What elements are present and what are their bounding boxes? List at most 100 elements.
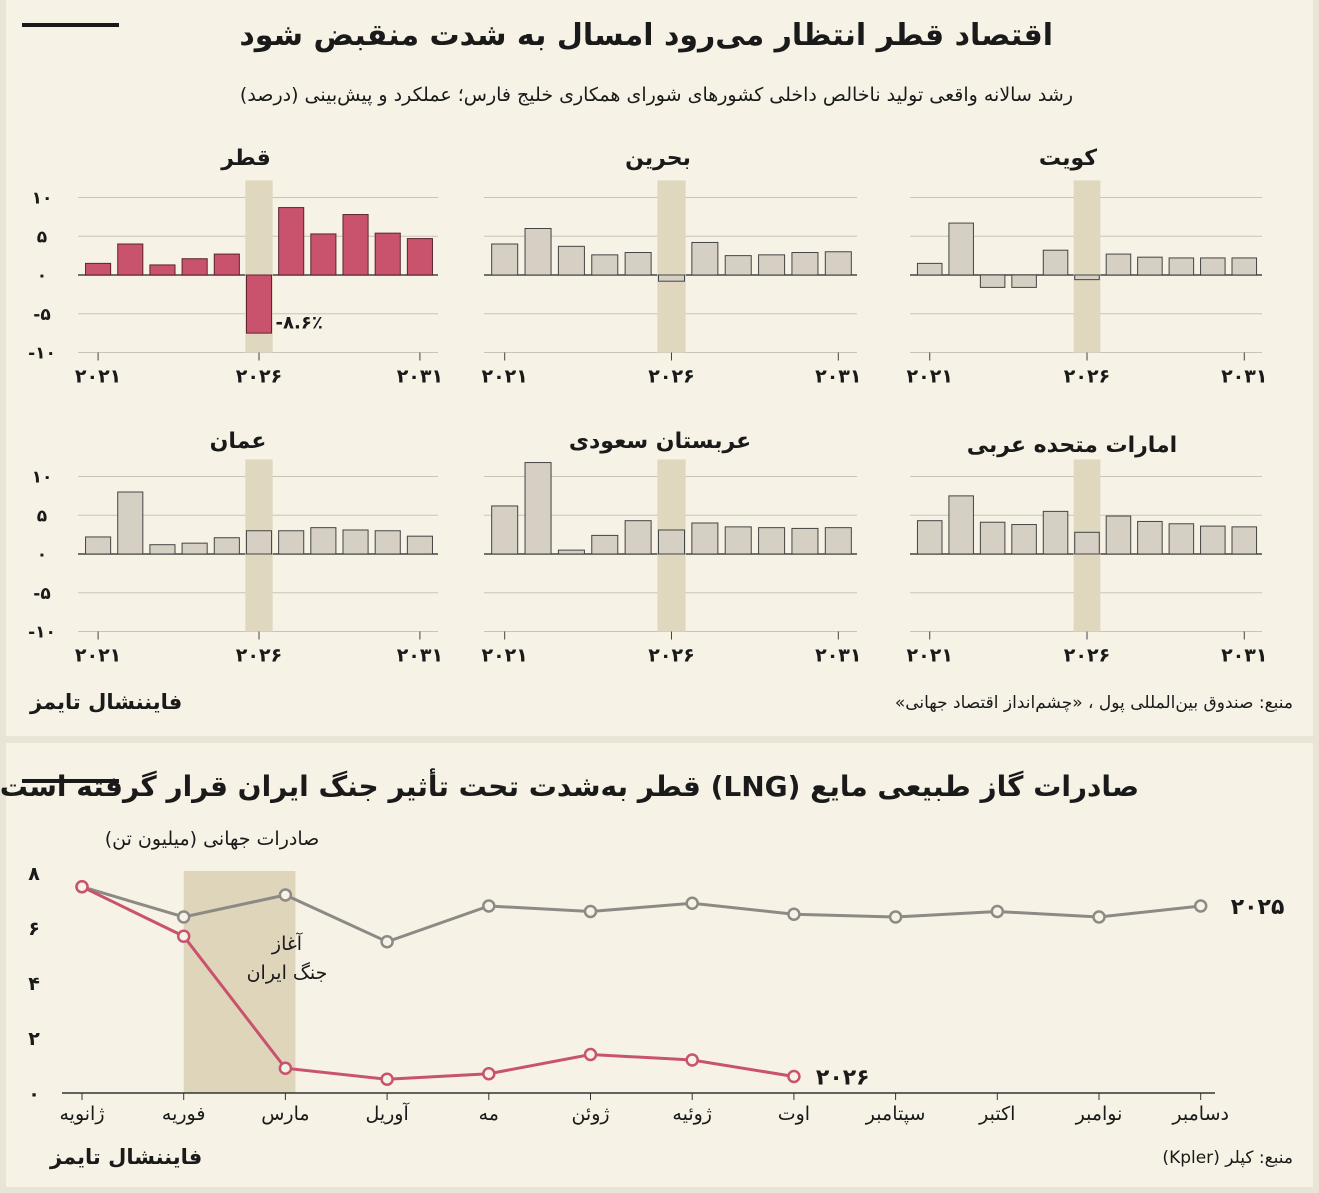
y-tick-label: ۴ (28, 973, 40, 995)
bar (1137, 256, 1163, 276)
y-tick-label: ۰ (37, 545, 47, 565)
series-point (1193, 899, 1208, 913)
bar (1011, 524, 1037, 555)
bar (1231, 526, 1258, 555)
series-label: ۲۰۲۶ (816, 1066, 870, 1091)
bar-chart-6: ۲۰۲۱ ۲۰۲۶ ۲۰۳۱ امارات متحده عربی (907, 433, 1268, 667)
bar (491, 243, 519, 276)
bar (85, 262, 112, 276)
y-tick-label: ۲ (28, 1028, 40, 1050)
lng-title-rule (22, 779, 119, 783)
bar (85, 536, 112, 555)
bar (948, 222, 974, 276)
bar (557, 549, 585, 555)
panel-title: بحرین (625, 146, 691, 171)
bar (310, 233, 337, 276)
bar-chart-1: ۲۰۲۱ ۲۰۲۶ ۲۰۳۱ ۱۰ ۵ ۰ -۵ -۱۰ قطر -۸.۶٪ (28, 146, 443, 388)
bar (278, 530, 305, 555)
bar (213, 537, 240, 555)
bar (591, 534, 619, 555)
series-point (380, 1072, 394, 1086)
panel-title: عمان (210, 429, 267, 454)
bar (374, 530, 401, 555)
bar (948, 495, 974, 555)
bar-chart-2: ۲۰۲۱ ۲۰۲۶ ۲۰۳۱ بحرین (481, 146, 861, 388)
y-tick-label: ۱۰ (32, 468, 53, 488)
bar (979, 521, 1006, 555)
x-tick-label: ۲۰۳۱ (1221, 366, 1267, 388)
x-tick-label: ۲۰۳۱ (815, 645, 861, 667)
bar (1200, 525, 1226, 555)
bar-chart-5: ۲۰۲۱ ۲۰۲۶ ۲۰۳۱ عربستان سعودی (481, 429, 861, 667)
bar (791, 527, 819, 555)
bar (181, 542, 208, 555)
bar (657, 529, 686, 555)
bar (342, 214, 369, 276)
bar (557, 245, 585, 276)
x-tick-label: نوامبر (1075, 1103, 1123, 1125)
bar (245, 530, 273, 555)
lng-chart-title: صادرات گاز طبیعی مایع (LNG) قطر به‌شدت ت… (0, 770, 1139, 803)
y-tick-label: -۱۰ (28, 623, 56, 643)
bar (1231, 257, 1258, 276)
bar-chart-3: ۲۰۲۱ ۲۰۲۶ ۲۰۳۱ کویت (907, 146, 1268, 388)
series-point (685, 1053, 699, 1067)
bar (758, 527, 786, 555)
war-annotation: جنگ ایران (247, 962, 328, 984)
series-point (176, 929, 191, 943)
bar (1168, 257, 1195, 276)
bar (117, 491, 144, 555)
x-tick-label: ۲۰۳۱ (815, 366, 861, 388)
bar (1074, 531, 1100, 555)
bar (758, 254, 786, 276)
series-point (278, 1061, 293, 1075)
bar (342, 529, 369, 555)
bar (624, 520, 652, 555)
bar (624, 252, 652, 276)
bar (1011, 274, 1037, 288)
series-point (1092, 910, 1106, 924)
y-tick-label: ۱۰ (32, 189, 53, 209)
x-tick-label: مه (479, 1103, 499, 1125)
series-point (583, 904, 598, 919)
y-tick-label: -۵ (33, 305, 50, 325)
panel-title: امارات متحده عربی (967, 433, 1177, 458)
panel-title: کویت (1039, 146, 1097, 171)
gdp-source: منبع: صندوق بین‌المللی پول ، «چشم‌انداز … (894, 693, 1293, 713)
bar (824, 527, 852, 555)
panel-title: عربستان سعودی (569, 429, 751, 454)
x-tick-label: فوریه (162, 1103, 206, 1125)
bar (245, 274, 273, 334)
x-tick-label: دسامبر (1171, 1103, 1229, 1125)
lng-source: منبع: کپلر (Kpler) (1162, 1148, 1293, 1168)
x-tick-label: ژوئن (571, 1103, 609, 1125)
bar (524, 228, 552, 276)
series-point (278, 888, 293, 902)
x-tick-label: ۲۰۲۱ (75, 366, 121, 388)
highlight-band (657, 180, 686, 353)
bar (491, 505, 519, 555)
bar (916, 262, 943, 276)
series-point (176, 910, 191, 924)
bar (1042, 510, 1069, 555)
bar (149, 544, 176, 555)
y-tick-label: ۵ (37, 506, 47, 526)
y-tick-label: -۵ (33, 584, 50, 604)
series-line (81, 885, 1201, 944)
bar (117, 243, 144, 276)
gdp-chart-subtitle: رشد سالانه واقعی تولید ناخالص داخلی کشور… (239, 84, 1073, 106)
series-point (888, 910, 903, 924)
lng-line-chart: ۰ ۲ ۴ ۶ ۸ ژانویه فوریه مارس آوریل مه ژوئن ژوئیه اوت س… (28, 828, 1284, 1125)
series-point (990, 904, 1005, 919)
x-tick-label: سپتامبر (865, 1103, 926, 1125)
bar (310, 527, 337, 555)
bar (1042, 249, 1069, 276)
bar (1105, 253, 1132, 276)
series-point (685, 896, 699, 910)
series-point (482, 899, 496, 913)
x-tick-label: ژوئیه (672, 1103, 712, 1125)
series-point (75, 880, 89, 894)
bar (979, 274, 1006, 288)
bar (916, 520, 943, 555)
